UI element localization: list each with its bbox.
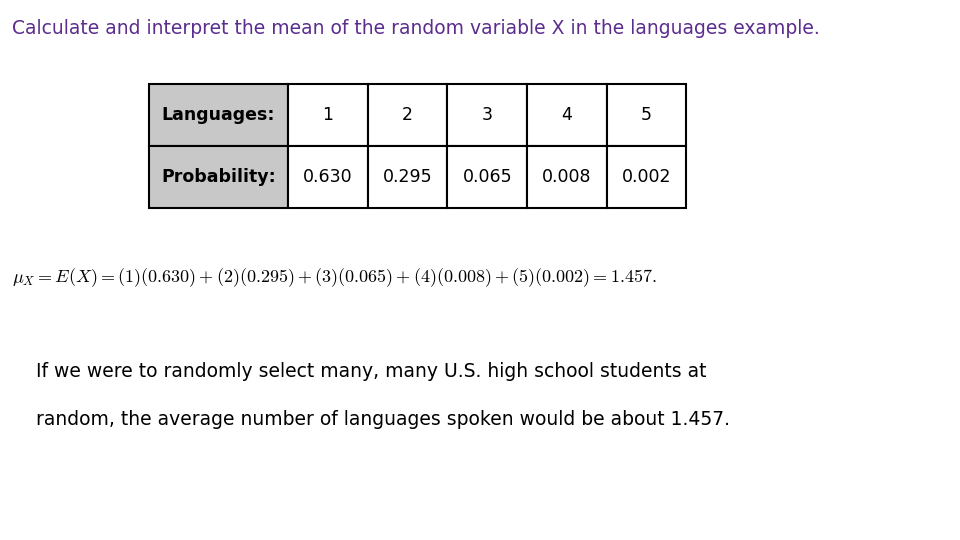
Bar <box>368 84 447 146</box>
Text: Languages:: Languages: <box>161 106 276 124</box>
Bar <box>607 146 686 208</box>
Bar <box>527 84 607 146</box>
Bar <box>368 146 447 208</box>
Bar <box>447 146 527 208</box>
Text: Probability:: Probability: <box>161 168 276 186</box>
Text: 2: 2 <box>402 106 413 124</box>
Bar <box>149 146 288 208</box>
Text: 0.295: 0.295 <box>383 168 432 186</box>
Bar <box>149 84 288 146</box>
Bar <box>447 84 527 146</box>
Text: 3: 3 <box>482 106 492 124</box>
Text: 1: 1 <box>323 106 333 124</box>
Text: 0.630: 0.630 <box>303 168 352 186</box>
Bar <box>527 146 607 208</box>
Text: If we were to randomly select many, many U.S. high school students at: If we were to randomly select many, many… <box>36 362 707 381</box>
Bar <box>288 84 368 146</box>
Text: random, the average number of languages spoken would be about 1.457.: random, the average number of languages … <box>36 410 731 429</box>
Text: 0.008: 0.008 <box>542 168 591 186</box>
Bar <box>288 146 368 208</box>
Text: 4: 4 <box>562 106 572 124</box>
Text: Calculate and interpret the mean of the random variable X in the languages examp: Calculate and interpret the mean of the … <box>12 19 819 38</box>
Text: 0.002: 0.002 <box>622 168 671 186</box>
Bar <box>607 84 686 146</box>
Text: $\mu_X = E(X) = (1)(0.630) + (2)(0.295) + (3)(0.065) + (4)(0.008) + (5)(0.002) =: $\mu_X = E(X) = (1)(0.630) + (2)(0.295) … <box>12 267 657 289</box>
Text: 0.065: 0.065 <box>463 168 512 186</box>
Text: 5: 5 <box>641 106 652 124</box>
